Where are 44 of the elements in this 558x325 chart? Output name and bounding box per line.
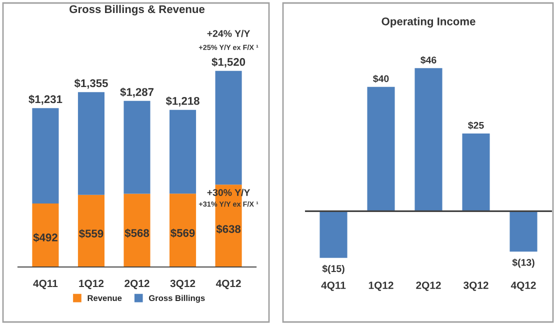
total-label: $1,355: [74, 78, 108, 89]
data-label: $492: [33, 233, 58, 242]
x-tick-label: 2Q12: [124, 280, 150, 290]
bar: [32, 108, 59, 204]
total-label: $1,287: [120, 88, 154, 98]
x-tick-label: 4Q12: [216, 280, 241, 290]
x-tick-label: 3Q12: [464, 282, 488, 291]
chart-title: Operating Income: [382, 17, 476, 28]
legend-label: Gross Billings: [148, 294, 205, 303]
x-tick-label: 1Q12: [79, 280, 104, 290]
data-label: $569: [170, 228, 195, 238]
bar: [169, 194, 196, 267]
data-label: $(15): [322, 264, 344, 274]
bar: [78, 92, 105, 195]
data-label: $568: [124, 228, 150, 238]
bar: [414, 68, 442, 212]
bar: [124, 194, 150, 267]
x-tick-label: 4Q11: [321, 282, 346, 291]
bar: [367, 86, 395, 212]
x-tick-label: 4Q12: [510, 282, 536, 291]
total-label: $1,231: [28, 94, 62, 105]
total-label: $1,520: [212, 58, 246, 68]
data-label: $638: [216, 224, 241, 234]
bar: [169, 110, 196, 194]
data-label: $(13): [512, 258, 534, 268]
bar: [124, 100, 150, 194]
x-tick-label: 1Q12: [368, 282, 394, 291]
data-label: $46: [420, 56, 436, 64]
bar: [78, 194, 105, 267]
x-tick-label: 3Q12: [170, 280, 196, 290]
bar: [215, 70, 242, 185]
legend-label: Revenue: [88, 295, 122, 302]
chart-title: Gross Billings & Revenue: [70, 4, 205, 16]
x-tick-label: 2Q12: [416, 282, 441, 291]
data-label: $25: [468, 121, 484, 130]
x-tick-label: 4Q11: [33, 280, 58, 290]
data-label: $40: [373, 74, 389, 83]
bar: [462, 133, 490, 212]
total-label: $1,218: [166, 96, 200, 106]
data-label: $559: [79, 229, 104, 238]
bar: [32, 204, 59, 267]
text: +24% Y/Y: [207, 30, 250, 38]
bar: [510, 211, 538, 252]
bar: [320, 211, 348, 258]
